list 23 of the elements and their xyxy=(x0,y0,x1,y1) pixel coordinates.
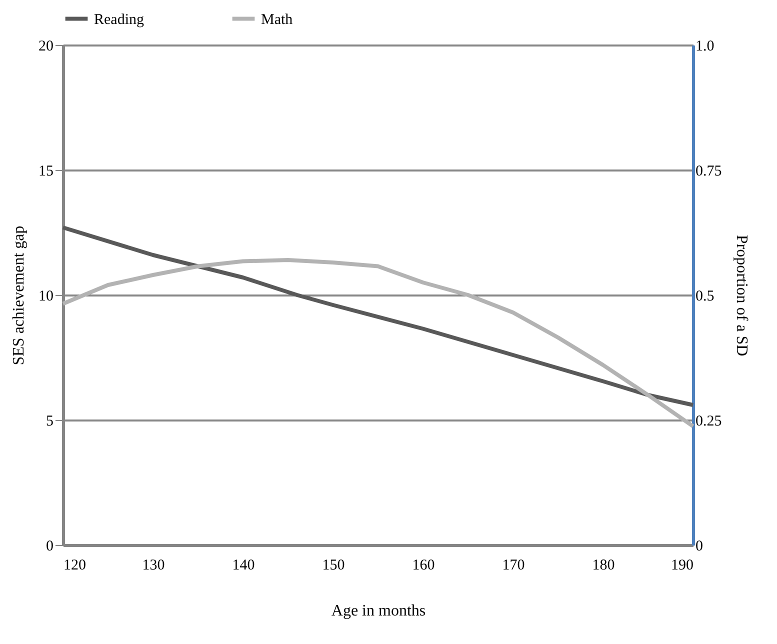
y2-axis-title: Proportion of a SD xyxy=(732,234,750,356)
y2-tick-label: 0 xyxy=(696,538,703,554)
y-tick-label: 20 xyxy=(38,38,54,54)
y-axis-title: SES achievement gap xyxy=(10,226,28,366)
y-tick-label: 5 xyxy=(46,414,54,430)
x-tick-label: 190 xyxy=(671,558,694,574)
legend-label: Reading xyxy=(94,12,144,28)
x-axis-title: Age in months xyxy=(331,602,426,620)
x-tick-label: 170 xyxy=(502,558,525,574)
x-tick-label: 140 xyxy=(232,558,255,574)
y-tick-label: 15 xyxy=(38,164,54,180)
y2-tick-label: 0.5 xyxy=(696,288,714,304)
y2-tick-label: 0.75 xyxy=(696,164,722,180)
y-tick-label: 10 xyxy=(38,288,54,304)
y2-tick-label: 1.0 xyxy=(696,38,714,54)
x-tick-label: 150 xyxy=(322,558,345,574)
y2-tick-label: 0.25 xyxy=(696,414,722,430)
x-tick-label: 180 xyxy=(592,558,615,574)
x-tick-label: 130 xyxy=(142,558,165,574)
x-tick-label: 120 xyxy=(64,558,86,574)
y-tick-label: 0 xyxy=(46,538,54,554)
legend-label: Math xyxy=(261,12,294,28)
x-tick-label: 160 xyxy=(412,558,435,574)
